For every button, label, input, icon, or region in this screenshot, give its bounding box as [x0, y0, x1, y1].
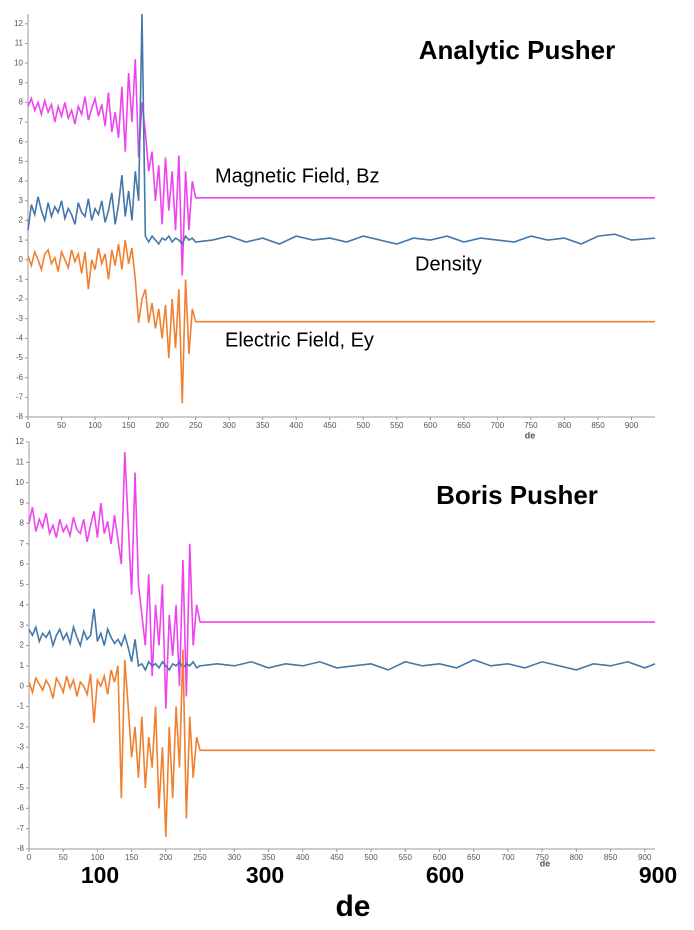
y-tick-label: -2 [17, 722, 25, 731]
x-tick-label: 550 [399, 853, 413, 862]
footer-tick: 600 [426, 862, 464, 888]
x-tick-label: 850 [591, 421, 605, 430]
series-line [27, 239, 655, 404]
x-tick-label: 100 [88, 421, 102, 430]
x-tick-label: 800 [570, 853, 584, 862]
footer-tick: 100 [81, 862, 119, 888]
y-tick-label: 4 [20, 600, 25, 609]
y-tick-label: -2 [16, 294, 24, 303]
y-tick-label: 6 [19, 137, 24, 146]
y-tick-label: 3 [19, 196, 24, 205]
y-tick-label: 5 [19, 157, 24, 166]
x-tick-label: 50 [59, 853, 68, 862]
x-axis-label: de [525, 430, 536, 440]
y-tick-label: -1 [16, 274, 24, 283]
y-tick-label: 10 [14, 58, 23, 67]
series-line [28, 452, 655, 709]
footer-tick: 300 [246, 862, 284, 888]
y-tick-label: -6 [17, 803, 25, 812]
series-label: Density [415, 253, 482, 275]
footer-tick: 900 [639, 862, 677, 888]
x-tick-label: 600 [433, 853, 447, 862]
y-tick-label: 11 [15, 39, 24, 48]
y-tick-label: -3 [17, 742, 25, 751]
x-tick-label: 650 [457, 421, 471, 430]
y-tick-label: 1 [19, 235, 24, 244]
y-tick-label: 8 [19, 98, 24, 107]
y-tick-label: 2 [20, 641, 25, 650]
y-tick-label: -5 [17, 783, 25, 792]
x-tick-label: 600 [424, 421, 438, 430]
x-tick-label: 700 [491, 421, 505, 430]
y-tick-label: -1 [17, 702, 25, 711]
y-tick-label: 6 [20, 559, 25, 568]
x-tick-label: 100 [91, 853, 105, 862]
chart-title: Analytic Pusher [419, 35, 616, 65]
x-tick-label: 300 [228, 853, 242, 862]
y-tick-label: -8 [16, 412, 24, 421]
x-tick-label: 400 [290, 421, 304, 430]
x-tick-label: 50 [57, 421, 66, 430]
y-tick-label: -6 [16, 373, 24, 382]
y-tick-label: 7 [20, 539, 25, 548]
x-tick-label: 850 [604, 853, 618, 862]
series-label: Magnetic Field, Bz [215, 165, 380, 187]
x-tick-label: 450 [330, 853, 344, 862]
x-tick-label: 450 [323, 421, 337, 430]
y-tick-label: -8 [17, 844, 25, 853]
x-tick-label: 200 [159, 853, 173, 862]
y-tick-label: 3 [20, 620, 25, 629]
y-tick-label: 12 [15, 437, 24, 446]
x-tick-label: 150 [125, 853, 139, 862]
x-tick-label: 350 [262, 853, 276, 862]
x-tick-label: 500 [364, 853, 378, 862]
y-tick-label: -3 [16, 314, 24, 323]
x-tick-label: 700 [501, 853, 515, 862]
x-tick-label: 150 [122, 421, 136, 430]
y-tick-label: 8 [20, 519, 25, 528]
x-tick-label: 800 [558, 421, 572, 430]
y-tick-label: -4 [17, 763, 25, 772]
y-tick-label: 10 [15, 478, 24, 487]
x-tick-label: 0 [26, 421, 31, 430]
footer-label: de [335, 890, 370, 923]
x-tick-label: 750 [524, 421, 538, 430]
x-tick-label: 400 [296, 853, 310, 862]
y-tick-label: 11 [16, 457, 25, 466]
y-tick-label: 9 [19, 78, 24, 87]
x-tick-label: 750 [535, 853, 549, 862]
x-tick-label: 0 [27, 853, 32, 862]
x-tick-label: 900 [638, 853, 652, 862]
x-tick-label: 200 [155, 421, 169, 430]
x-tick-label: 650 [467, 853, 481, 862]
y-tick-label: 5 [20, 580, 25, 589]
x-tick-label: 250 [189, 421, 203, 430]
x-axis-label: de [540, 858, 551, 868]
y-tick-label: -7 [16, 392, 24, 401]
x-tick-label: 900 [625, 421, 639, 430]
y-tick-label: 9 [20, 498, 25, 507]
x-tick-label: 250 [193, 853, 207, 862]
y-tick-label: 2 [19, 216, 24, 225]
x-tick-label: 350 [256, 421, 270, 430]
y-tick-label: 4 [19, 176, 24, 185]
series-line [28, 608, 656, 672]
y-tick-label: 0 [20, 681, 25, 690]
y-tick-label: -5 [16, 353, 24, 362]
y-tick-label: 1 [20, 661, 25, 670]
y-tick-label: 12 [14, 19, 23, 28]
x-tick-label: 300 [222, 421, 236, 430]
y-tick-label: 7 [19, 117, 24, 126]
chart-title: Boris Pusher [436, 480, 598, 510]
series-line [27, 13, 656, 246]
y-tick-label: -7 [17, 824, 25, 833]
series-label: Electric Field, Ey [225, 329, 374, 351]
series-line [27, 59, 655, 276]
y-tick-label: 0 [19, 255, 24, 264]
series-line [28, 649, 655, 837]
x-tick-label: 500 [357, 421, 371, 430]
x-tick-label: 550 [390, 421, 404, 430]
y-tick-label: -4 [16, 333, 24, 342]
